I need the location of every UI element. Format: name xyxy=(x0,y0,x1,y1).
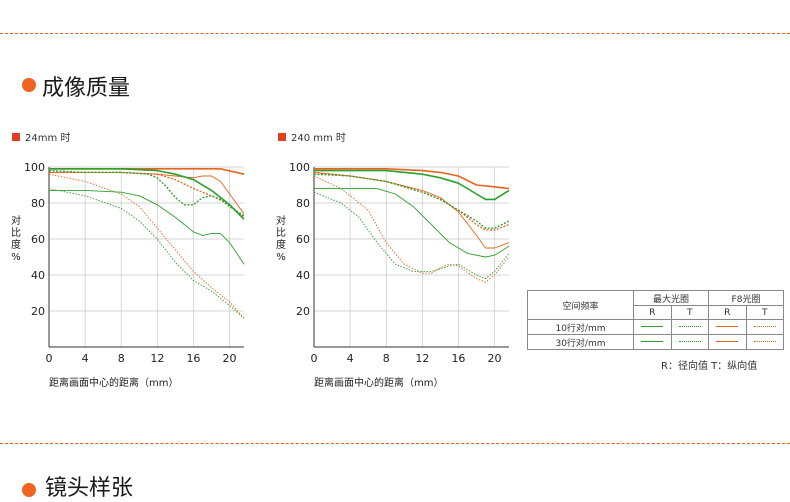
mtf-series-line xyxy=(48,188,245,319)
y-tick-label: 20 xyxy=(296,305,310,318)
y-axis-label: % xyxy=(11,252,21,263)
legend-swatch xyxy=(678,341,701,342)
y-tick-label: 80 xyxy=(31,197,45,210)
y-axis-label: 度 xyxy=(276,238,286,251)
x-tick-label: 16 xyxy=(186,352,200,365)
top-divider xyxy=(0,33,790,34)
legend-swatch xyxy=(753,341,776,342)
mtf-series-line xyxy=(49,171,245,218)
mtf-series-line xyxy=(48,173,245,319)
y-tick-label: 60 xyxy=(31,233,45,246)
legend-swatch-cell xyxy=(745,319,784,335)
x-tick-label: 8 xyxy=(383,352,390,365)
legend-note: R：径向值 T：纵向值 xyxy=(661,361,758,372)
y-axis-label: 比 xyxy=(276,227,286,239)
x-tick-label: 12 xyxy=(415,352,429,365)
legend-swatch xyxy=(641,326,664,327)
y-axis-label: 度 xyxy=(11,238,21,251)
section-title: 镜头样张 xyxy=(45,476,134,501)
mtf-series-line xyxy=(313,175,510,283)
y-axis-label: 对 xyxy=(11,214,21,227)
legend-table: 空间频率 最大光圈 F8光圈 R T R T 10行对/mm 30行对/mm xyxy=(527,289,784,350)
y-tick-label: 100 xyxy=(24,161,45,174)
x-tick-label: 0 xyxy=(311,352,318,365)
chart-title: 24mm 时 xyxy=(25,132,70,144)
chart-title-marker-icon xyxy=(278,133,286,141)
mtf-series-line xyxy=(313,191,510,280)
legend-sub: R xyxy=(708,305,747,320)
legend-swatch xyxy=(641,341,664,342)
mtf-series-line xyxy=(48,169,245,217)
legend-swatch-cell xyxy=(745,334,784,350)
legend-row-label: 10行对/mm xyxy=(527,319,634,335)
section-bullet-icon xyxy=(22,78,36,92)
chart-title: 240 mm 时 xyxy=(291,132,346,144)
x-tick-label: 16 xyxy=(451,352,465,365)
x-tick-label: 12 xyxy=(150,352,164,365)
legend-sub: T xyxy=(745,305,784,320)
mtf-series-line xyxy=(49,168,245,220)
mtf-chart-2: 240 mm 时 0 4 8 12 16 20 20 40 60 80 100 对比度% 距离画面中心的距… xyxy=(276,132,510,389)
y-tick-label: 100 xyxy=(289,161,310,174)
legend-swatch xyxy=(678,326,701,327)
x-tick-label: 4 xyxy=(82,352,89,365)
legend-group-f8: F8光圈 xyxy=(708,289,784,307)
mtf-series-line xyxy=(313,171,510,231)
legend-swatch-cell xyxy=(708,334,747,350)
bottom-divider xyxy=(0,443,790,444)
y-tick-label: 40 xyxy=(31,269,45,282)
mtf-series-line xyxy=(314,169,510,201)
y-axis-label: % xyxy=(276,252,286,263)
legend-swatch xyxy=(716,341,739,342)
chart-title-marker-icon xyxy=(12,133,20,141)
mtf-series-line xyxy=(313,171,510,249)
mtf-series-line xyxy=(314,168,510,190)
mtf-chart-1: 24mm 时 0 4 8 12 16 20 20 40 60 80 100 对比度% 距离画面中心的距离（… xyxy=(11,132,245,389)
mtf-series-line xyxy=(314,188,510,258)
y-tick-label: 40 xyxy=(296,269,310,282)
legend-swatch xyxy=(753,326,776,327)
y-axis-label: 比 xyxy=(11,227,21,239)
legend-row: 30行对/mm xyxy=(527,334,784,350)
mtf-charts: 24mm 时0 4 8 12 16 2020406080100对比度%距离画面中心的距离（… xyxy=(11,132,510,389)
legend-row-label: 30行对/mm xyxy=(527,334,634,350)
x-tick-label: 20 xyxy=(488,352,502,365)
legend-sub: R xyxy=(633,305,672,320)
legend-row: 10行对/mm xyxy=(527,319,784,335)
y-tick-label: 80 xyxy=(296,197,310,210)
mtf-series-line xyxy=(313,173,510,229)
section-bullet-icon xyxy=(22,483,36,497)
legend-swatch-cell xyxy=(633,319,672,335)
legend-swatch-cell xyxy=(633,334,672,350)
x-tick-label: 4 xyxy=(347,352,354,365)
legend-header-label: 空间频率 xyxy=(527,290,634,320)
legend-swatch xyxy=(716,326,739,327)
x-tick-label: 8 xyxy=(118,352,125,365)
section-title: 成像质量 xyxy=(42,76,131,101)
legend-sub: T xyxy=(670,305,709,320)
x-axis-label: 距离画面中心的距离（mm） xyxy=(49,376,178,389)
y-tick-label: 20 xyxy=(31,305,45,318)
mtf-series-line xyxy=(49,189,245,265)
y-axis-label: 对 xyxy=(276,214,286,227)
x-axis-label: 距离画面中心的距离（mm） xyxy=(314,376,443,389)
legend-swatch-cell xyxy=(670,319,709,335)
x-tick-label: 20 xyxy=(223,352,237,365)
legend-group-max: 最大光圈 xyxy=(633,289,709,307)
legend-swatch-cell xyxy=(708,319,747,335)
legend-swatch-cell xyxy=(670,334,709,350)
x-tick-label: 0 xyxy=(46,352,53,365)
y-tick-label: 60 xyxy=(296,233,310,246)
